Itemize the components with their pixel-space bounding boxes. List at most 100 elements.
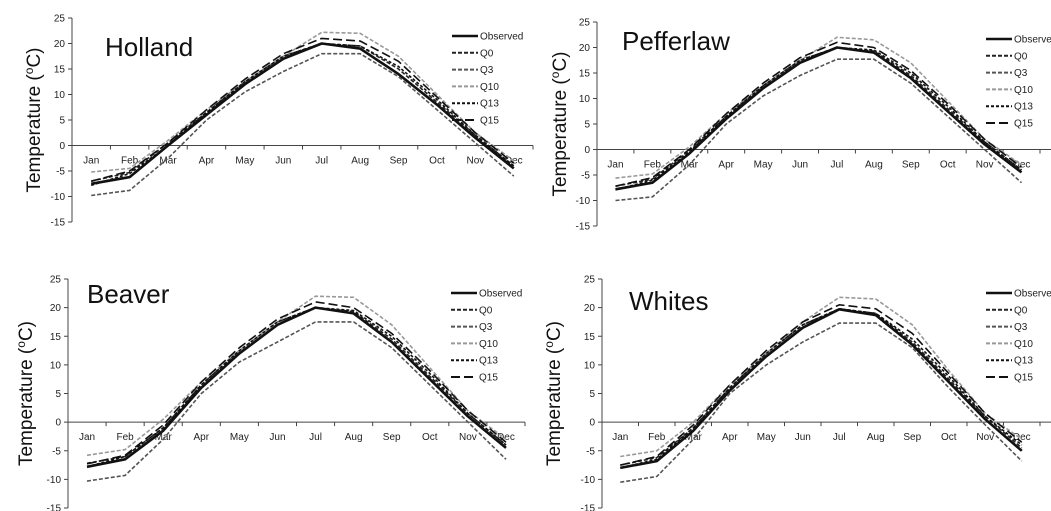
legend-label-q10: Q10 <box>479 339 498 350</box>
x-tick-label: Jun <box>269 432 285 443</box>
x-tick-label: Oct <box>422 432 438 443</box>
x-tick-label: Jun <box>795 432 811 443</box>
legend-label-q10: Q10 <box>1014 85 1033 96</box>
legend-label-q15: Q15 <box>1014 373 1033 384</box>
legend-label-observed: Observed <box>1014 35 1051 46</box>
y-tick-label: 20 <box>584 303 596 314</box>
x-tick-label: May <box>230 432 249 443</box>
x-tick-label: Feb <box>648 432 666 443</box>
x-tick-label: Jul <box>315 156 328 167</box>
x-tick-label: Aug <box>867 432 885 443</box>
legend-label-observed: Observed <box>1014 289 1051 300</box>
legend-label-q3: Q3 <box>1014 68 1028 79</box>
y-tick-label: -15 <box>576 222 591 233</box>
series-line-q10 <box>620 296 1023 458</box>
x-tick-label: Jan <box>607 160 623 171</box>
x-tick-label: Jul <box>831 160 844 171</box>
x-tick-label: May <box>235 156 254 167</box>
series-line-q10 <box>86 295 507 457</box>
y-tick-label: 15 <box>579 69 591 80</box>
x-tick-label: Mar <box>685 432 703 443</box>
y-tick-label: 10 <box>579 94 591 105</box>
y-tick-label: 15 <box>54 65 66 76</box>
legend-label-q13: Q13 <box>1014 102 1033 113</box>
chart-title: Whites <box>629 286 708 316</box>
x-tick-label: Aug <box>345 432 363 443</box>
y-tick-label: 25 <box>54 14 66 25</box>
chart-title: Holland <box>105 32 193 62</box>
x-tick-label: Sep <box>383 432 401 443</box>
x-tick-label: Nov <box>976 432 994 443</box>
panel-holland: -15 -10 -5 0 5 10 15 20 25 Jan Feb Mar Apr May Jun Jul A… <box>22 14 534 229</box>
legend: Observed Q0 Q3 Q10 Q13 Q15 <box>986 289 1051 384</box>
x-tick-label: Sep <box>390 156 408 167</box>
x-tick-label: Jan <box>83 156 99 167</box>
legend-label-q15: Q15 <box>1014 119 1033 130</box>
legend-label-observed: Observed <box>480 32 523 43</box>
y-tick-label: -10 <box>51 192 66 203</box>
series-line-q15 <box>615 41 1022 187</box>
x-tick-label: Nov <box>466 156 484 167</box>
y-tick-label: -15 <box>581 504 596 511</box>
y-tick-label: -5 <box>586 446 595 457</box>
series-line-q3 <box>620 322 1023 483</box>
x-tick-label: Feb <box>644 160 662 171</box>
x-tick-label: Dec <box>505 156 523 167</box>
legend-label-q3: Q3 <box>479 322 493 333</box>
y-tick-label: 25 <box>579 18 591 29</box>
series-line-observed <box>615 46 1023 191</box>
x-tick-label: Feb <box>117 432 135 443</box>
y-tick-label: -5 <box>581 171 590 182</box>
x-tick-label: Nov <box>976 160 994 171</box>
y-tick-label: 10 <box>54 90 66 101</box>
x-tick-label: Oct <box>429 156 445 167</box>
legend: Observed Q0 Q3 Q10 Q13 Q15 <box>452 32 523 127</box>
series-line-observed <box>90 42 515 186</box>
series-line-q10 <box>615 36 1022 179</box>
x-tick-label: Feb <box>121 156 139 167</box>
legend-label-q10: Q10 <box>480 82 499 93</box>
x-tick-label: Apr <box>722 432 738 443</box>
series-line-q13 <box>86 306 507 468</box>
chart-title: Pefferlaw <box>622 26 730 56</box>
y-tick-label: 25 <box>50 275 62 286</box>
y-tick-label: -5 <box>56 167 65 178</box>
legend-label-q0: Q0 <box>1014 51 1028 62</box>
y-tick-label: 5 <box>55 389 61 400</box>
legend-label-q15: Q15 <box>480 116 499 127</box>
x-tick-label: Dec <box>1013 160 1031 171</box>
series-line-q10 <box>91 31 515 173</box>
legend-label-q10: Q10 <box>1014 339 1033 350</box>
y-tick-label: -5 <box>52 446 61 457</box>
legend-label-q13: Q13 <box>479 356 498 367</box>
x-tick-label: Jun <box>275 156 291 167</box>
x-tick-label: Oct <box>941 432 957 443</box>
y-tick-label: 0 <box>584 145 590 156</box>
panel-whites: -15 -10 -5 0 5 10 15 20 25 Jan Feb Mar Apr May Jun Jul A… <box>542 275 1051 511</box>
legend-label-q13: Q13 <box>480 99 499 110</box>
x-tick-label: Nov <box>459 432 477 443</box>
x-tick-label: May <box>757 432 776 443</box>
series-line-observed <box>86 306 507 469</box>
series-line-observed <box>620 307 1023 470</box>
series-line-q13 <box>615 46 1022 191</box>
legend: Observed Q0 Q3 Q10 Q13 Q15 <box>451 289 522 384</box>
y-tick-label: 5 <box>589 389 595 400</box>
y-tick-label: 0 <box>589 418 595 429</box>
series-line-q15 <box>90 37 515 182</box>
series-line-q15 <box>620 303 1023 466</box>
series-line-q15 <box>86 301 507 465</box>
y-tick-label: -15 <box>47 504 62 511</box>
x-tick-label: Aug <box>865 160 883 171</box>
y-axis-label: Temperature (oC) <box>542 321 565 466</box>
y-tick-label: 20 <box>54 39 66 50</box>
x-tick-label: Dec <box>497 432 515 443</box>
legend: Observed Q0 Q3 Q10 Q13 Q15 <box>986 35 1051 130</box>
y-tick-label: 10 <box>584 360 596 371</box>
y-tick-label: 5 <box>584 120 590 131</box>
legend-label-q13: Q13 <box>1014 356 1033 367</box>
y-tick-label: 5 <box>59 116 65 127</box>
y-tick-label: 15 <box>584 332 596 343</box>
